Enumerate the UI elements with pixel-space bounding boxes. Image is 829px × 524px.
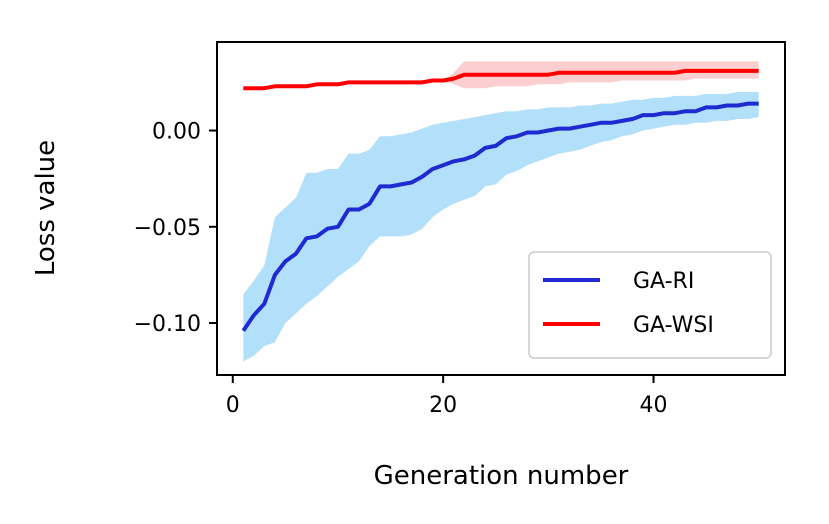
- legend: GA-RI GA-WSI: [528, 251, 772, 359]
- band-ga-ri: [243, 92, 759, 362]
- x-axis-label: Generation number: [374, 461, 629, 491]
- x-tick-label: 20: [429, 393, 457, 418]
- y-tick-label: −0.10: [134, 312, 201, 337]
- series-line-ga-ri: [241, 101, 759, 332]
- series-lines: [241, 68, 759, 332]
- y-axis-label: Loss value: [31, 140, 61, 276]
- y-tick-label: −0.05: [134, 216, 201, 241]
- y-tick-label: 0.00: [152, 120, 201, 145]
- x-axis: 0 20 40: [226, 375, 668, 418]
- legend-label-ga-wsi: GA-WSI: [633, 313, 714, 338]
- x-tick-label: 0: [226, 393, 240, 418]
- y-axis: −0.10 −0.05 0.00: [134, 120, 217, 337]
- legend-label-ga-ri: GA-RI: [633, 269, 694, 294]
- x-tick-label: 40: [640, 393, 668, 418]
- series-line-ga-wsi: [243, 68, 759, 91]
- legend-box: [528, 251, 772, 359]
- plot-area-frame: [216, 41, 786, 376]
